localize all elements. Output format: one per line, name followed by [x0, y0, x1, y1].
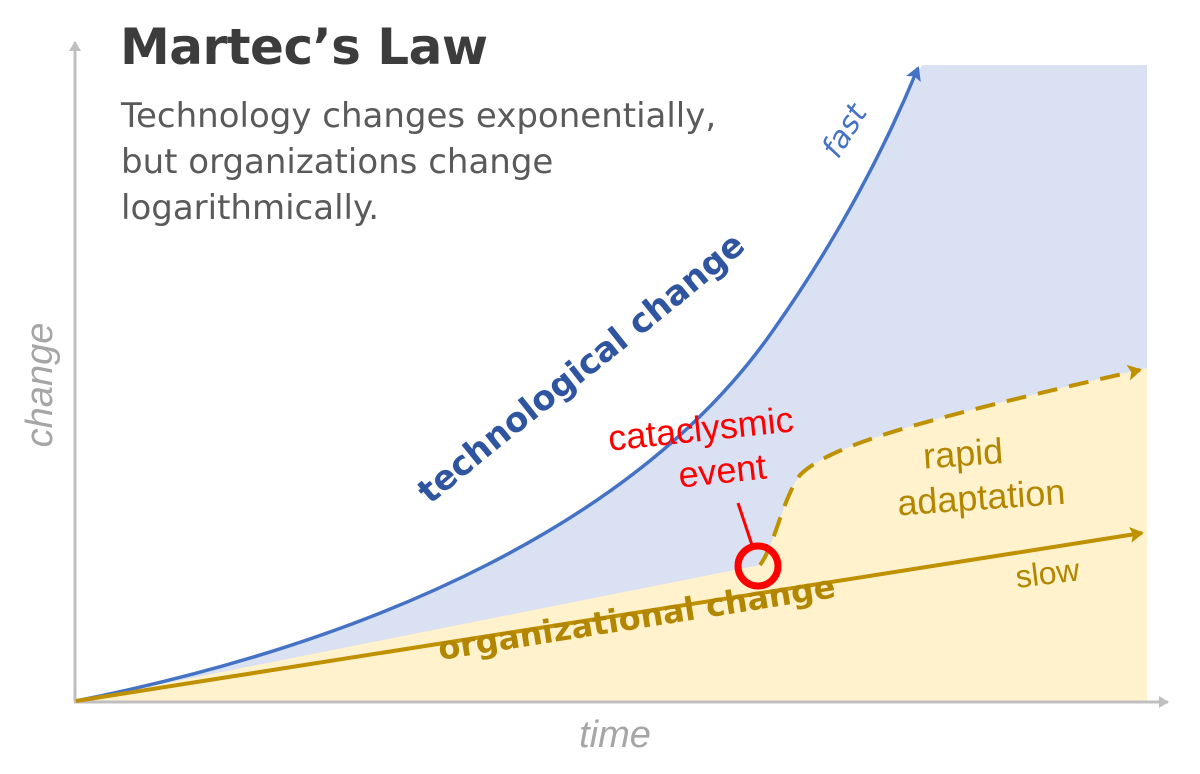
- event-pointer-line: [736, 502, 754, 546]
- page-title: Martec’s Law: [120, 18, 488, 76]
- subtitle-line-3: logarithmically.: [121, 188, 380, 228]
- rapid-adaptation-label: rapid adaptation: [893, 426, 1067, 524]
- fast-label: fast: [815, 97, 875, 164]
- organization-region-fill: [76, 368, 1147, 701]
- x-axis-label: time: [579, 714, 651, 756]
- y-axis-label: change: [19, 323, 61, 448]
- subtitle-line-2: but organizations change: [121, 142, 554, 182]
- cataclysmic-event-label-line-2: event: [676, 446, 768, 496]
- page-subtitle: Technology changes exponentially, but or…: [121, 93, 821, 231]
- organization-curve: [75, 526, 1144, 703]
- slow-label: slow: [1013, 551, 1082, 595]
- rapid-adaptation-curve: [758, 364, 1142, 567]
- rapid-adaptation-label-line-1: rapid: [922, 430, 1005, 476]
- subtitle-line-1: Technology changes exponentially,: [121, 96, 717, 136]
- event-circle-marker: [734, 542, 782, 590]
- technology-curve: [75, 66, 921, 703]
